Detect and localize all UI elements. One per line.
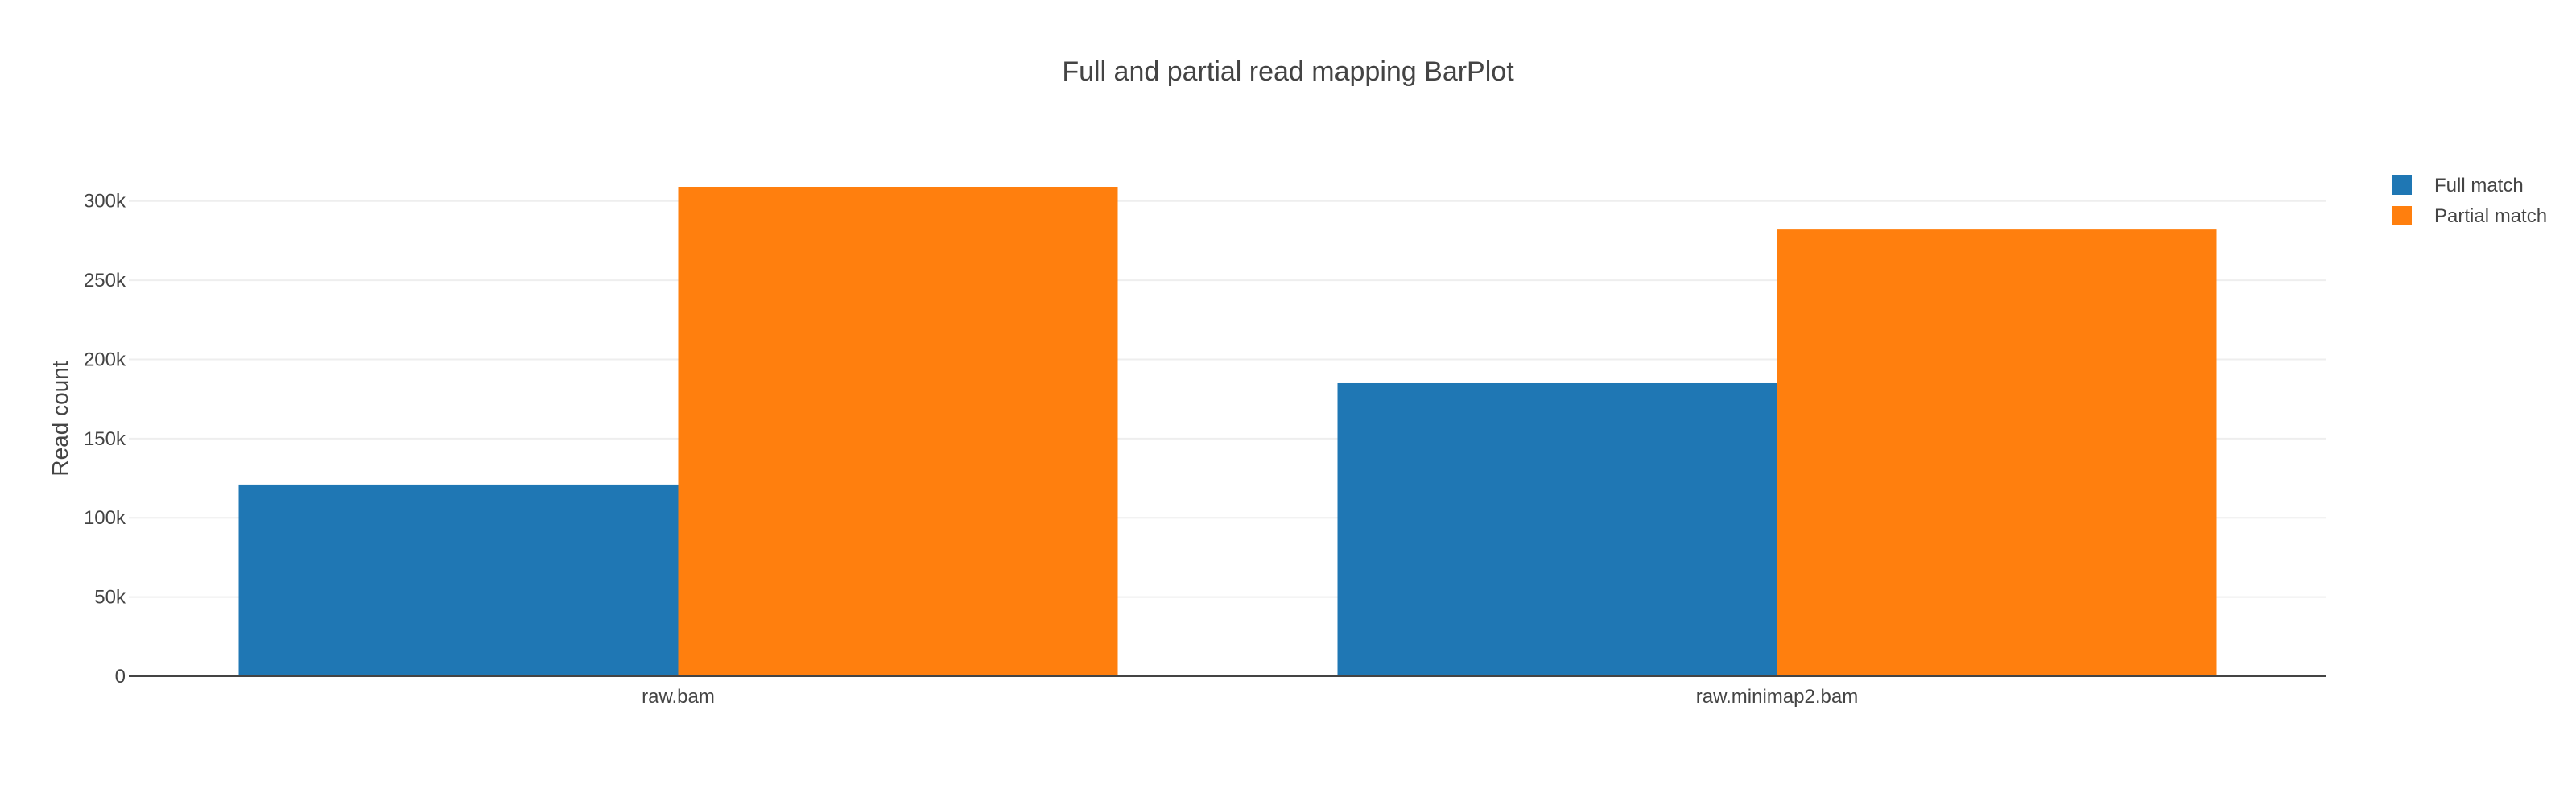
bars[interactable]: [238, 187, 2217, 676]
legend-swatch: [2392, 175, 2412, 195]
bar-partial-match-1[interactable]: [1777, 229, 2217, 676]
bar-partial-match-0[interactable]: [678, 187, 1118, 676]
y-tick-label: 200k: [84, 349, 126, 370]
x-tick-labels: raw.bam raw.minimap2.bam: [642, 686, 1858, 708]
x-tick-label: raw.bam: [642, 686, 715, 708]
x-tick-label: raw.minimap2.bam: [1696, 686, 1858, 708]
legend-swatch: [2392, 206, 2412, 225]
legend-label: Full match: [2434, 175, 2524, 196]
y-axis-title: Read count: [47, 361, 72, 476]
y-tick-label: 250k: [84, 270, 126, 291]
y-tick-label: 50k: [94, 587, 126, 609]
bar-full-match-1[interactable]: [1337, 382, 1777, 676]
legend-label: Partial match: [2434, 205, 2547, 227]
bar-full-match-0[interactable]: [238, 484, 679, 676]
legend-item-full-match[interactable]: Full match: [2392, 175, 2524, 196]
chart-title: Full and partial read mapping BarPlot: [1062, 56, 1514, 87]
y-tick-label: 100k: [84, 507, 126, 529]
legend[interactable]: Full match Partial match: [2392, 175, 2547, 227]
y-tick-label: 300k: [84, 191, 126, 213]
legend-item-partial-match[interactable]: Partial match: [2392, 205, 2547, 227]
y-tick-labels: 0 50k 100k 150k 200k 250k 300k: [84, 191, 126, 687]
y-tick-label: 0: [115, 666, 126, 687]
y-tick-label: 150k: [84, 428, 126, 450]
